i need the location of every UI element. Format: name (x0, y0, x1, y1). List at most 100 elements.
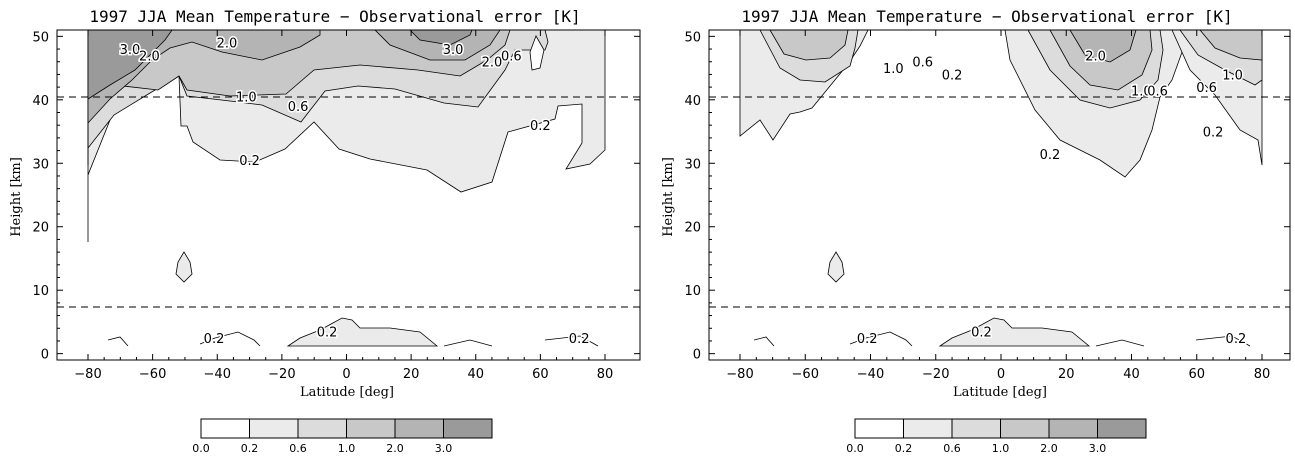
colorbar-swatch (1000, 418, 1050, 439)
contour-label: 2.0 (139, 49, 160, 64)
y-tick-label: 40 (32, 94, 49, 109)
colorbar-label: 3.0 (435, 442, 453, 455)
colorbar-label: 3.0 (1089, 442, 1107, 455)
contour-label: 0.6 (1196, 81, 1217, 96)
contour-label: 2.0 (1085, 49, 1106, 64)
left-fill-level-3.0b (409, 30, 473, 46)
colorbar-swatch (346, 418, 396, 439)
left-contour-fills (87, 30, 606, 347)
contour-label: 2.0 (217, 37, 238, 52)
left-fill-level-1.0 (87, 30, 511, 147)
x-tick-label: 40 (1123, 367, 1140, 382)
left-x-axis: −80 −60 −40 −20 0 20 40 60 80 (74, 30, 613, 382)
y-tick-label: 30 (684, 157, 701, 172)
colorbar-swatch (297, 418, 347, 439)
x-tick-label: 20 (403, 367, 420, 382)
right-colorbar: 0.0 0.2 0.6 1.0 2.0 3.0 (846, 418, 1147, 455)
right-contour-labels: 1.0 0.60.22.01.00.6 0.61.00.20.20.2 0.2 0.2 (855, 48, 1247, 348)
right-panel: 1997 JJA Mean Temperature − Observationa… (661, 7, 1291, 455)
right-fill-level-1.0-west (769, 30, 849, 61)
x-tick-label: −80 (726, 367, 753, 382)
colorbar-label: 2.0 (386, 442, 404, 455)
left-island (529, 35, 545, 71)
contour-label: 1.0 (236, 91, 257, 106)
contour-label: 0.2 (971, 325, 992, 340)
left-fill-surface (286, 317, 439, 347)
contour-label: 0.2 (239, 154, 260, 169)
right-y-axis: 0 10 20 30 40 50 (684, 30, 1290, 363)
y-tick-label: 40 (684, 94, 701, 109)
contour-label: 1.0 (883, 62, 904, 77)
contour-label: 0.2 (857, 332, 878, 347)
y-tick-label: 0 (693, 348, 701, 363)
contour-label: 0.6 (1147, 84, 1168, 99)
left-fill-level-2.0b (374, 30, 501, 61)
colorbar-swatch (249, 418, 299, 439)
left-fill-blob (175, 251, 193, 283)
contour-label: 1.0 (1131, 84, 1152, 99)
colorbar-label: 0.2 (241, 442, 259, 455)
left-plot-frame (56, 29, 641, 361)
right-plot-frame (708, 29, 1291, 361)
left-contour-surface-a (107, 331, 599, 347)
x-tick-label: −60 (792, 367, 819, 382)
left-chart-title: 1997 JJA Mean Temperature − Observationa… (89, 7, 580, 26)
contour-label: 0.2 (317, 325, 338, 340)
colorbar-swatch (854, 418, 904, 439)
contour-label: 2.0 (482, 56, 503, 71)
left-panel: 1997 JJA Mean Temperature − Observationa… (9, 7, 641, 455)
y-tick-label: 10 (684, 284, 701, 299)
left-colorbar: 0.0 0.2 0.6 1.0 2.0 3.0 (192, 418, 493, 455)
y-tick-label: 50 (32, 30, 49, 45)
contour-label: 0.2 (530, 119, 551, 134)
x-tick-label: 0 (997, 367, 1005, 382)
right-contour-fills (739, 30, 1263, 347)
right-x-axis-label: Latitude [deg] (953, 385, 1047, 400)
left-contour-labels: 3.02.02.0 3.02.00.61.00.60.20.20.2 0.2 0.2 (118, 35, 591, 348)
left-x-axis-label: Latitude [deg] (300, 385, 394, 400)
contour-label: 3.0 (120, 43, 141, 58)
contour-label: 0.6 (912, 56, 933, 71)
x-tick-label: 60 (1188, 367, 1205, 382)
x-tick-label: 0 (342, 367, 350, 382)
colorbar-label: 0.0 (192, 442, 210, 455)
contour-label: 0.2 (1226, 332, 1247, 347)
contour-label: 3.0 (443, 43, 464, 58)
contour-label: 0.6 (501, 49, 522, 64)
colorbar-swatch (1097, 418, 1147, 439)
x-tick-label: 20 (1058, 367, 1075, 382)
x-tick-label: −40 (857, 367, 884, 382)
y-tick-label: 30 (32, 157, 49, 172)
x-tick-label: 80 (1254, 367, 1271, 382)
colorbar-swatch (903, 418, 953, 439)
y-tick-label: 50 (684, 30, 701, 45)
colorbar-label: 1.0 (992, 442, 1010, 455)
y-tick-label: 20 (684, 221, 701, 236)
colorbar-swatch (951, 418, 1001, 439)
colorbar-label: 0.6 (943, 442, 961, 455)
contour-label: 0.2 (1203, 126, 1224, 141)
x-tick-label: 60 (532, 367, 549, 382)
colorbar-label: 0.6 (289, 442, 307, 455)
x-tick-label: −20 (922, 367, 949, 382)
left-fill-level-3.0 (87, 30, 173, 100)
colorbar-swatch (1048, 418, 1098, 439)
right-chart-title: 1997 JJA Mean Temperature − Observationa… (741, 7, 1232, 26)
contour-label: 0.6 (288, 100, 309, 115)
right-contour-surface-a (753, 331, 1251, 347)
x-tick-label: −60 (139, 367, 166, 382)
x-tick-label: −20 (268, 367, 295, 382)
right-fill-level-1.0-fareast (1199, 30, 1263, 61)
x-tick-label: −40 (204, 367, 231, 382)
y-tick-label: 10 (32, 284, 49, 299)
contour-label: 0.2 (569, 332, 590, 347)
x-tick-label: 40 (467, 367, 484, 382)
colorbar-label: 0.2 (895, 442, 913, 455)
contour-label: 0.2 (942, 68, 963, 83)
left-y-axis: 0 10 20 30 40 50 (32, 30, 640, 363)
y-tick-label: 0 (41, 348, 49, 363)
right-x-axis: −80 −60 −40 −20 0 20 40 60 80 (726, 30, 1270, 382)
y-tick-label: 20 (32, 221, 49, 236)
right-fill-surface (938, 317, 1091, 347)
colorbar-swatch (443, 418, 493, 439)
